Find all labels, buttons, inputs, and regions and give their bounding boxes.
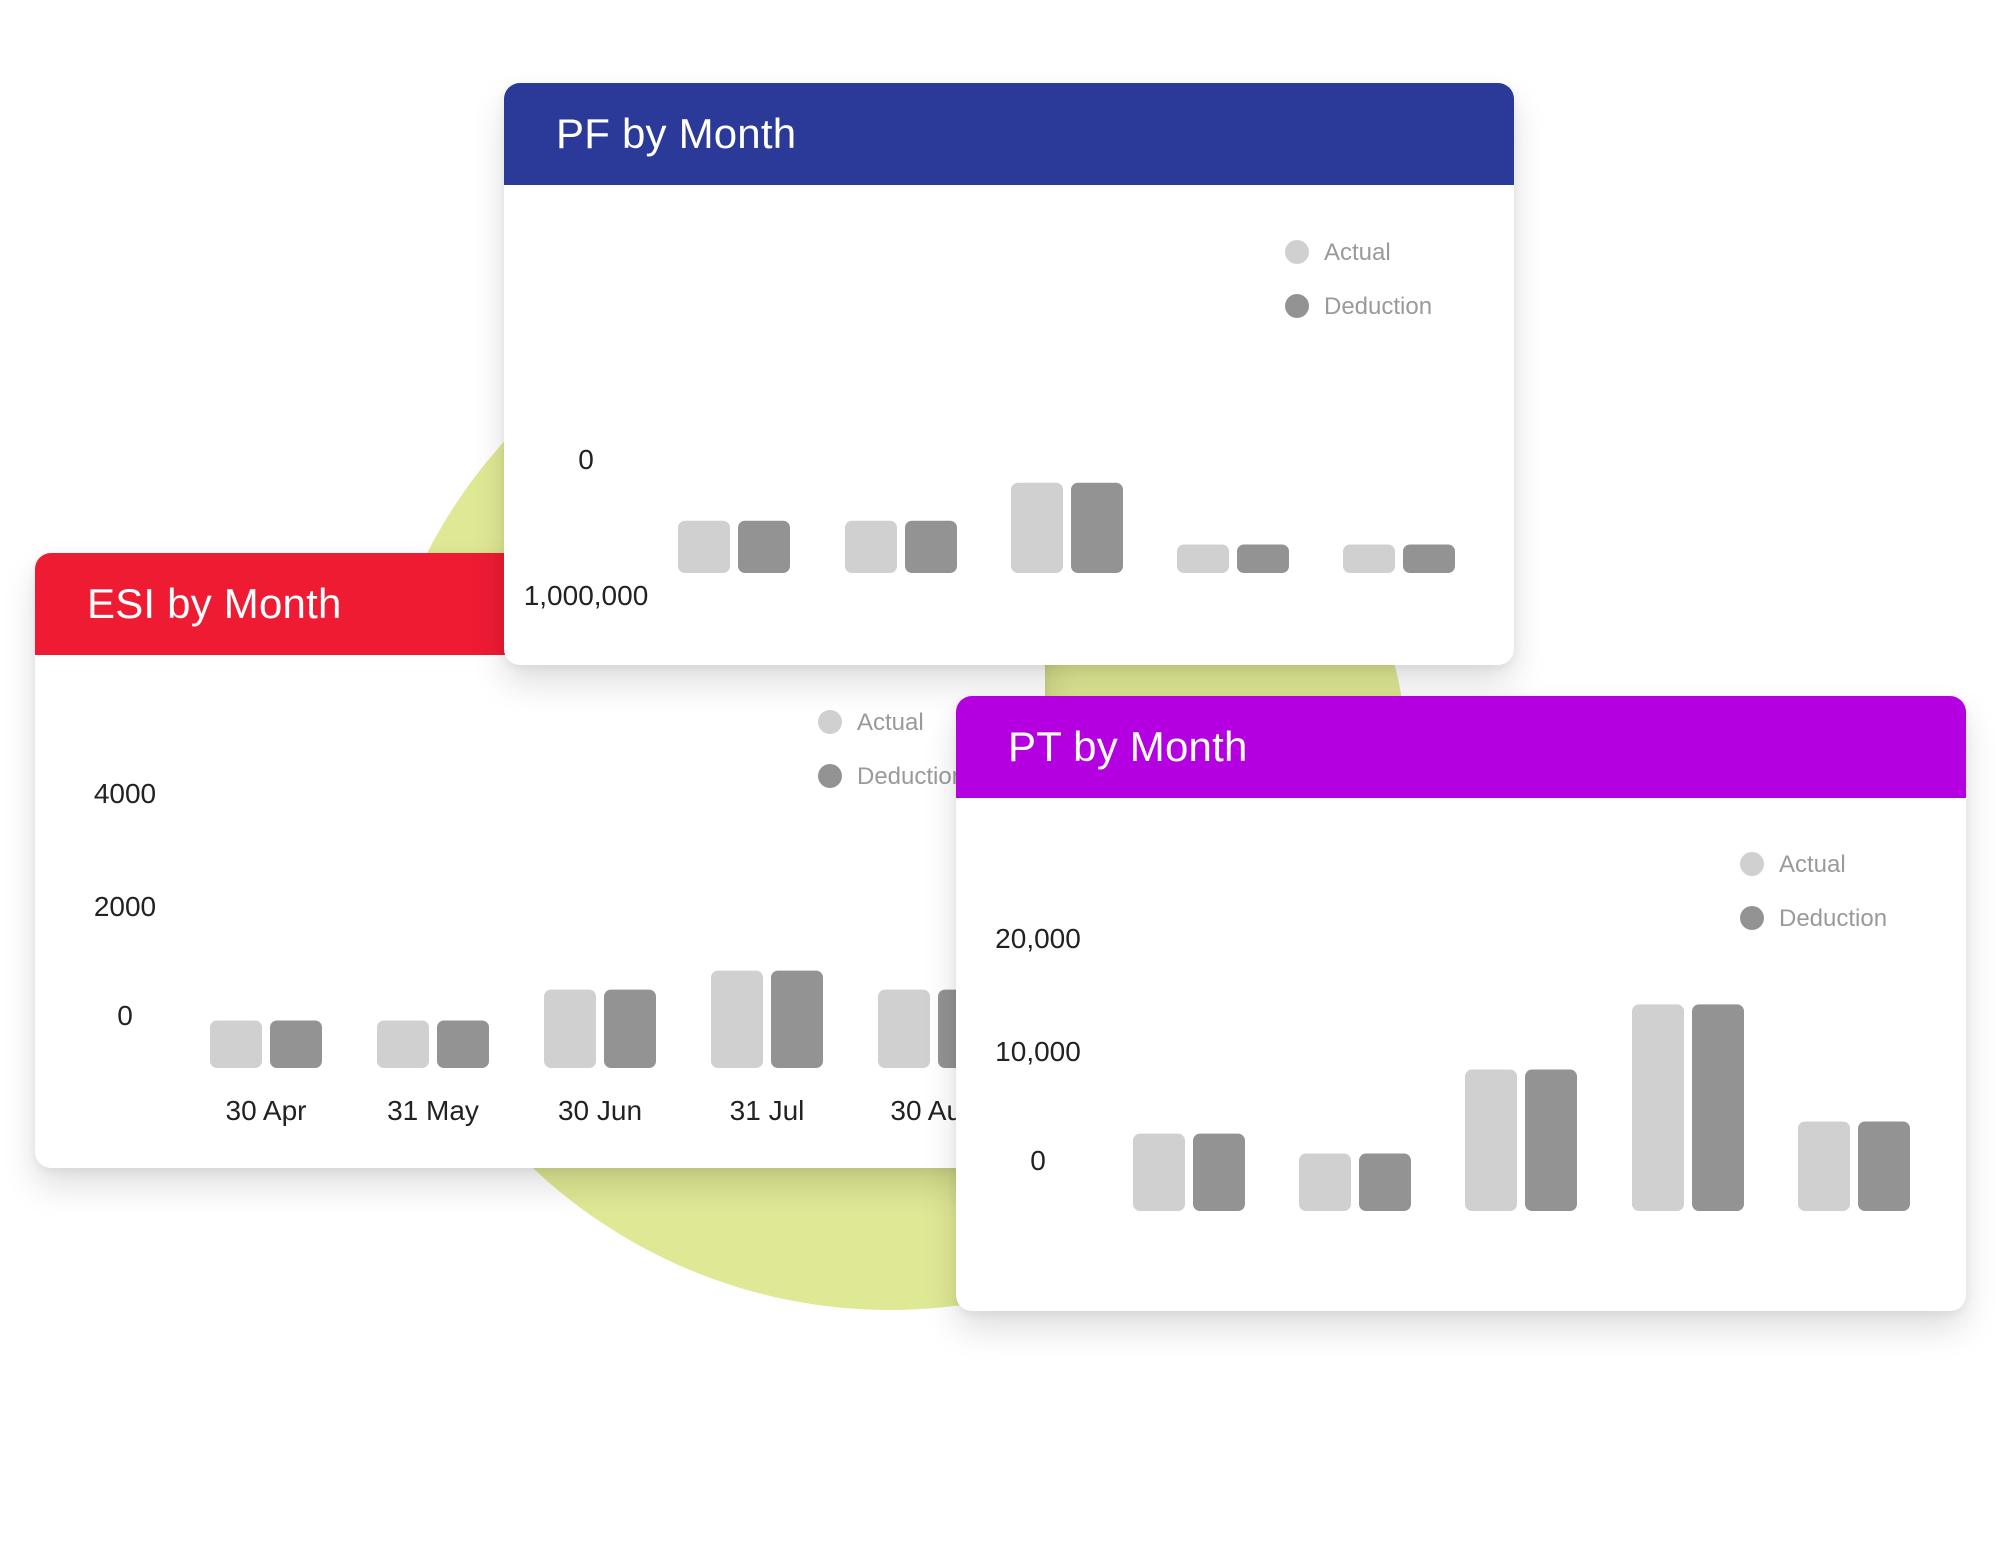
pt-bar-deduction — [1193, 1133, 1245, 1211]
esi-y-tick-label: 4000 — [94, 778, 156, 809]
esi-bar-deduction — [270, 1020, 322, 1068]
pt-bar-deduction — [1525, 1069, 1577, 1211]
pf-bar-actual — [845, 520, 897, 573]
pf-y-tick-label: 1,000,000 — [524, 580, 649, 611]
pf-bar-deduction — [738, 520, 790, 573]
pt-bar-actual — [1798, 1121, 1850, 1211]
pf-legend-label-deduction: Deduction — [1324, 293, 1432, 320]
esi-x-tick-label: 31 Jul — [730, 1095, 805, 1126]
esi-bar-actual — [377, 1020, 429, 1068]
pt-legend-swatch-actual — [1740, 852, 1764, 876]
pt-legend-label-actual: Actual — [1779, 851, 1846, 878]
pf-bar-actual — [1343, 544, 1395, 573]
esi-chart-title: ESI by Month — [87, 580, 342, 627]
esi-legend-label-deduction: Deduction — [857, 763, 965, 790]
pt-bar-actual — [1133, 1133, 1185, 1211]
pf-bar-actual — [1177, 544, 1229, 573]
esi-y-tick-label: 2000 — [94, 891, 156, 922]
pf-legend-swatch-actual — [1285, 240, 1309, 264]
pf-chart-header: PF by Month — [504, 83, 1514, 185]
esi-x-tick-label: 31 May — [387, 1095, 479, 1126]
pf-y-tick-label: 0 — [578, 444, 594, 475]
pt-bar-deduction — [1858, 1121, 1910, 1211]
pf-bar-actual — [678, 520, 730, 573]
pf-chart-title: PF by Month — [556, 110, 797, 157]
pt-legend-label-deduction: Deduction — [1779, 905, 1887, 932]
pf-bar-deduction — [1071, 482, 1123, 573]
pt-legend-swatch-deduction — [1740, 906, 1764, 930]
esi-bar-actual — [711, 970, 763, 1068]
pt-bar-actual — [1632, 1004, 1684, 1211]
pt-bar-actual — [1465, 1069, 1517, 1211]
pt-y-tick-label: 20,000 — [995, 923, 1081, 954]
esi-bar-actual — [210, 1020, 262, 1068]
pt-bar-deduction — [1359, 1153, 1411, 1211]
pf-legend-label-actual: Actual — [1324, 239, 1391, 266]
esi-y-tick-label: 0 — [117, 1000, 133, 1031]
esi-legend-swatch-deduction — [818, 764, 842, 788]
pf-bar-deduction — [1403, 544, 1455, 573]
esi-legend-swatch-actual — [818, 710, 842, 734]
pf-bar-deduction — [905, 520, 957, 573]
esi-bar-deduction — [604, 989, 656, 1068]
esi-bar-deduction — [437, 1020, 489, 1068]
esi-bar-actual — [878, 989, 930, 1068]
pf-bar-deduction — [1237, 544, 1289, 573]
pt-bar-actual — [1299, 1153, 1351, 1211]
pt-y-tick-label: 0 — [1030, 1145, 1046, 1176]
pt-bar-deduction — [1692, 1004, 1744, 1211]
pf-legend-swatch-deduction — [1285, 294, 1309, 318]
esi-legend-label-actual: Actual — [857, 709, 924, 736]
esi-x-tick-label: 30 Jun — [558, 1095, 642, 1126]
esi-x-tick-label: 30 Apr — [226, 1095, 307, 1126]
pt-y-tick-label: 10,000 — [995, 1036, 1081, 1067]
esi-bar-deduction — [771, 970, 823, 1068]
pt-chart-header: PT by Month — [956, 696, 1966, 798]
pt-chart-title: PT by Month — [1008, 723, 1248, 770]
pf-bar-actual — [1011, 482, 1063, 573]
esi-bar-actual — [544, 989, 596, 1068]
